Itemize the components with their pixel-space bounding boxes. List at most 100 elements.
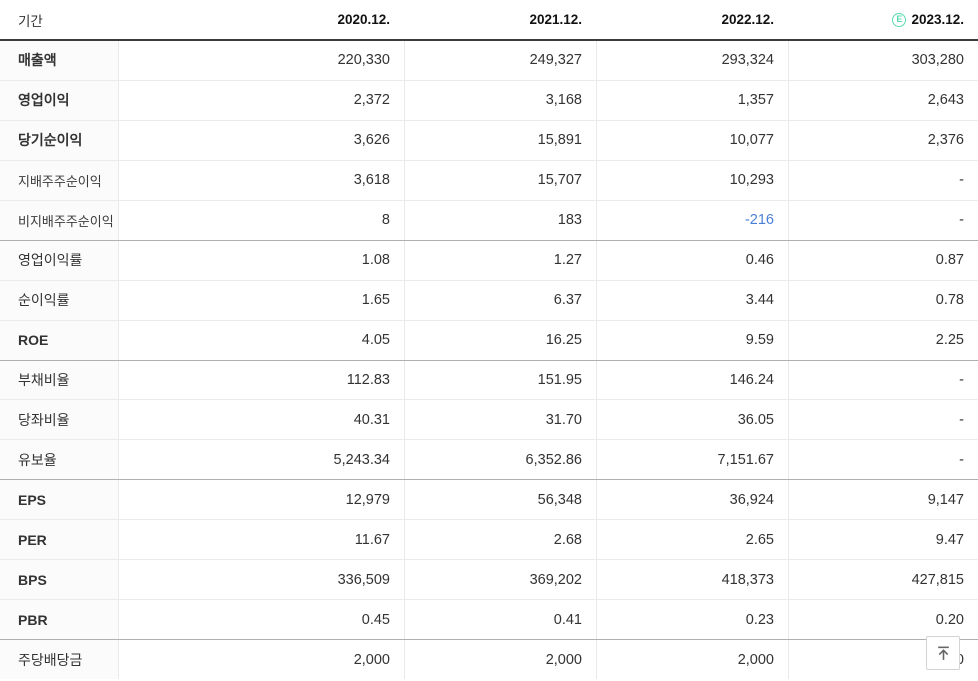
cell-value: 3,618	[118, 160, 404, 200]
cell-value: 2.25	[788, 320, 978, 360]
cell-value: 10,077	[596, 120, 788, 160]
cell-value: 2,376	[788, 120, 978, 160]
cell-value: 1,357	[596, 80, 788, 120]
cell-value: -	[788, 160, 978, 200]
table-row-controlling-interest-income: 지배주주순이익 3,618 15,707 10,293 -	[0, 159, 978, 200]
cell-value: 1.08	[118, 240, 404, 280]
cell-value: 3.44	[596, 280, 788, 320]
cell-value: 40.31	[118, 400, 404, 440]
table-row-net-income: 당기순이익 3,626 15,891 10,077 2,376	[0, 119, 978, 160]
row-label: 순이익률	[0, 280, 118, 320]
cell-value: 12,979	[118, 480, 404, 520]
cell-value: -	[788, 360, 978, 400]
cell-value: 183	[404, 200, 596, 240]
cell-value: 0.45	[118, 600, 404, 640]
cell-value: 0.46	[596, 240, 788, 280]
cell-value: 6,352.86	[404, 440, 596, 480]
table-row-net-margin: 순이익률 1.65 6.37 3.44 0.78	[0, 279, 978, 320]
cell-value: 0.20	[788, 600, 978, 640]
cell-value: 249,327	[404, 41, 596, 80]
cell-value: 5,243.34	[118, 440, 404, 480]
row-label: EPS	[0, 480, 118, 520]
cell-value: 112.83	[118, 360, 404, 400]
cell-value: 1.27	[404, 240, 596, 280]
cell-value: -	[788, 200, 978, 240]
cell-value: 6.37	[404, 280, 596, 320]
row-label: 매출액	[0, 41, 118, 80]
cell-value: 3,626	[118, 120, 404, 160]
cell-value: 7,151.67	[596, 440, 788, 480]
column-header-2023-estimate: E 2023.12.	[788, 0, 978, 39]
cell-value: 151.95	[404, 360, 596, 400]
cell-value: 0.78	[788, 280, 978, 320]
row-label: 비지배주주순이익	[0, 200, 118, 240]
table-row-non-controlling-interest-income: 비지배주주순이익 8 183 -216 -	[0, 199, 978, 240]
cell-value: 31.70	[404, 400, 596, 440]
cell-value: 15,707	[404, 160, 596, 200]
table-row-reserve-ratio: 유보율 5,243.34 6,352.86 7,151.67 -	[0, 439, 978, 480]
cell-value: 2,000	[404, 640, 596, 679]
row-label: 지배주주순이익	[0, 160, 118, 200]
table-row-pbr: PBR 0.45 0.41 0.23 0.20	[0, 599, 978, 640]
table-row-operating-profit: 영업이익 2,372 3,168 1,357 2,643	[0, 79, 978, 120]
cell-value: 0.41	[404, 600, 596, 640]
row-label: ROE	[0, 320, 118, 360]
cell-value: 4.05	[118, 320, 404, 360]
table-row-roe: ROE 4.05 16.25 9.59 2.25	[0, 319, 978, 360]
table-row-dividend-per-share: 주당배당금 2,000 2,000 2,000 2,000	[0, 639, 978, 679]
cell-value: 11.67	[118, 520, 404, 560]
table-header-row: 기간 2020.12. 2021.12. 2022.12. E 2023.12.	[0, 0, 978, 41]
cell-value: 2,000	[596, 640, 788, 679]
row-label: 주당배당금	[0, 640, 118, 679]
cell-value: 293,324	[596, 41, 788, 80]
row-label: 당기순이익	[0, 120, 118, 160]
arrow-up-to-top-icon	[935, 645, 952, 662]
cell-value: -	[788, 440, 978, 480]
cell-value: 427,815	[788, 560, 978, 600]
cell-value: 36,924	[596, 480, 788, 520]
table-row-quick-ratio: 당좌비율 40.31 31.70 36.05 -	[0, 399, 978, 440]
row-label: PER	[0, 520, 118, 560]
cell-value: 2.65	[596, 520, 788, 560]
table-row-operating-margin: 영업이익률 1.08 1.27 0.46 0.87	[0, 239, 978, 280]
cell-value: 220,330	[118, 41, 404, 80]
cell-value: 9.47	[788, 520, 978, 560]
cell-value: 0.87	[788, 240, 978, 280]
row-label: 당좌비율	[0, 400, 118, 440]
cell-value: 303,280	[788, 41, 978, 80]
scroll-to-top-button[interactable]	[926, 636, 960, 670]
cell-value: 9.59	[596, 320, 788, 360]
column-header-2022: 2022.12.	[721, 12, 774, 27]
cell-value-negative: -216	[596, 200, 788, 240]
table-row-debt-ratio: 부채비율 112.83 151.95 146.24 -	[0, 359, 978, 400]
table-row-revenue: 매출액 220,330 249,327 293,324 303,280	[0, 41, 978, 80]
column-header-2020: 2020.12.	[337, 12, 390, 27]
row-label: 유보율	[0, 440, 118, 480]
estimate-badge-icon: E	[892, 12, 907, 27]
cell-value: 3,168	[404, 80, 596, 120]
column-header-label: 2023.12.	[911, 12, 964, 27]
row-label: 영업이익	[0, 80, 118, 120]
cell-value: 2,000	[118, 640, 404, 679]
cell-value: 10,293	[596, 160, 788, 200]
cell-value: 15,891	[404, 120, 596, 160]
row-label: 부채비율	[0, 360, 118, 400]
table-row-per: PER 11.67 2.68 2.65 9.47	[0, 519, 978, 560]
cell-value: 418,373	[596, 560, 788, 600]
row-label: BPS	[0, 560, 118, 600]
row-label: PBR	[0, 600, 118, 640]
cell-value: 2,643	[788, 80, 978, 120]
period-header: 기간	[18, 13, 43, 29]
cell-value: 0.23	[596, 600, 788, 640]
cell-value: 9,147	[788, 480, 978, 520]
cell-value: 369,202	[404, 560, 596, 600]
row-label: 영업이익률	[0, 240, 118, 280]
table-row-eps: EPS 12,979 56,348 36,924 9,147	[0, 479, 978, 520]
cell-value: 56,348	[404, 480, 596, 520]
cell-value: 8	[118, 200, 404, 240]
cell-value: 2.68	[404, 520, 596, 560]
cell-value: 2,372	[118, 80, 404, 120]
cell-value: 146.24	[596, 360, 788, 400]
table-body: 매출액 220,330 249,327 293,324 303,280 영업이익…	[0, 41, 978, 679]
